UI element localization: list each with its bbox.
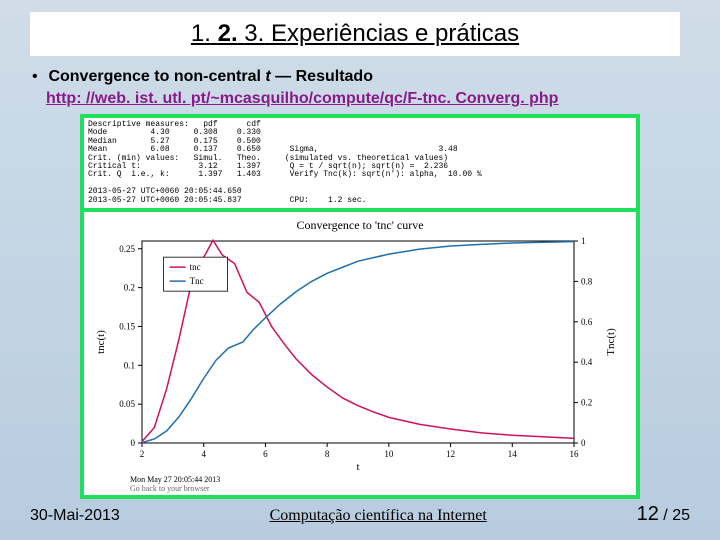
svg-text:10: 10 [384, 449, 394, 459]
svg-text:14: 14 [508, 449, 518, 459]
browser-hint: Go back to your browser [130, 484, 630, 493]
svg-text:12: 12 [446, 449, 455, 459]
page-current: 12 [637, 503, 659, 525]
svg-text:tnc: tnc [190, 262, 201, 272]
title-seg-1: 1. [191, 20, 211, 47]
svg-text:t: t [356, 461, 359, 473]
svg-text:0.6: 0.6 [581, 317, 593, 327]
svg-text:tnc(t): tnc(t) [95, 330, 107, 354]
svg-text:1: 1 [581, 236, 586, 246]
svg-text:0: 0 [131, 438, 136, 448]
convergence-chart: 2 4 6 8 10 12 14 16 t 0 0.05 0.1 0.15 0.2 0.25 tnc(t) 0 0… [90, 235, 626, 473]
bullet-lead: Convergence to non-central [48, 68, 260, 85]
svg-text:4: 4 [201, 449, 206, 459]
svg-text:6: 6 [263, 449, 268, 459]
svg-text:0.1: 0.1 [124, 360, 135, 370]
chart-timestamp: Mon May 27 20:05:44 2013 [130, 475, 630, 484]
footer-page: 12 / 25 [637, 503, 690, 526]
title-seg-2: 2. [218, 20, 238, 47]
page-sep: / [659, 507, 672, 524]
footer-title: Computação científica na Internet [270, 507, 487, 525]
svg-text:0.2: 0.2 [581, 398, 592, 408]
svg-text:2: 2 [140, 449, 145, 459]
title-seg-3: 3. [244, 20, 264, 47]
page-total: 25 [672, 507, 690, 524]
source-link[interactable]: http: //web. ist. utl. pt/~mcasquilho/co… [46, 90, 690, 108]
chart-title: Convergence to 'tnc' curve [90, 218, 630, 233]
bullet-tail: — Resultado [275, 68, 373, 85]
slide-title: 1. 2. 3. Experiências e práticas [30, 12, 680, 56]
svg-text:Tnc(t): Tnc(t) [605, 328, 617, 356]
svg-text:0.25: 0.25 [119, 244, 135, 254]
svg-text:Tnc: Tnc [190, 276, 204, 286]
chart-box: Convergence to 'tnc' curve 246810121416t… [84, 212, 636, 495]
bullet-line: • Convergence to non-central t — Resulta… [32, 68, 690, 86]
green-panel: Descriptive measures: pdf cdf Mode 4.30 … [80, 114, 640, 499]
svg-text:0.8: 0.8 [581, 276, 593, 286]
stats-output-text: Descriptive measures: pdf cdf Mode 4.30 … [84, 118, 636, 208]
title-rest: Experiências e práticas [271, 20, 519, 47]
svg-text:0.05: 0.05 [119, 399, 135, 409]
bullet-italic: t [265, 68, 270, 85]
svg-text:0.15: 0.15 [119, 321, 135, 331]
svg-text:16: 16 [570, 449, 580, 459]
bullet-dot: • [32, 68, 44, 86]
svg-text:8: 8 [325, 449, 330, 459]
svg-text:0.4: 0.4 [581, 357, 593, 367]
svg-text:0: 0 [581, 438, 586, 448]
slide-footer: 30-Mai-2013 Computação científica na Int… [30, 503, 690, 526]
svg-text:0.2: 0.2 [124, 283, 135, 293]
footer-date: 30-Mai-2013 [30, 507, 120, 525]
figure-container: Descriptive measures: pdf cdf Mode 4.30 … [80, 114, 640, 499]
